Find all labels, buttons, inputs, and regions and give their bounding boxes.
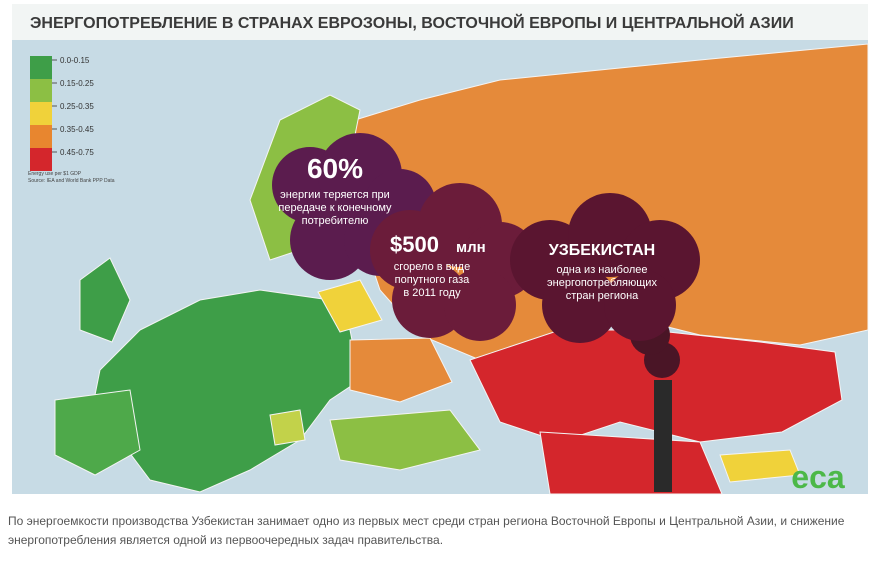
callout-headline: УЗБЕКИСТАН — [549, 242, 655, 259]
legend: 0.0-0.15 0.15-0.25 0.25-0.35 0.35-0.45 0.45-… — [30, 56, 94, 171]
cloud — [510, 193, 700, 343]
legend-label: 0.15-0.25 — [60, 79, 94, 88]
callout-headline: 60% — [307, 153, 363, 184]
legend-label: 0.35-0.45 — [60, 125, 94, 134]
cloud — [370, 183, 538, 341]
legend-label: 0.0-0.15 — [60, 56, 90, 65]
callout-line: сгорело в виде — [394, 261, 470, 273]
callout-line: стран региона — [566, 290, 639, 302]
smokestack — [654, 380, 672, 492]
legend-swatch — [30, 56, 52, 79]
legend-source: Source: IEA and World Bank PPP Data — [28, 178, 115, 184]
legend-swatch — [30, 125, 52, 148]
callout-line: в 2011 году — [403, 287, 461, 299]
callout-line: попутного газа — [395, 274, 471, 286]
callout-unit: млн — [456, 239, 486, 256]
legend-swatch — [30, 148, 52, 171]
callout-line: одна из наиболее — [557, 264, 648, 276]
callout-line: энергопотребляющих — [547, 277, 657, 289]
callout-line: потребителю — [302, 215, 369, 227]
legend-note: Energy use per $1 GDP — [28, 171, 82, 177]
legend-label: 0.25-0.35 — [60, 102, 94, 111]
legend-swatch — [30, 79, 52, 102]
map-infographic: ЭНЕРГОПОТРЕБЛЕНИЕ В СТРАНАХ ЕВРОЗОНЫ, ВО… — [12, 4, 869, 495]
legend-label: 0.45-0.75 — [60, 148, 94, 157]
logo: eca — [791, 459, 845, 495]
title: ЭНЕРГОПОТРЕБЛЕНИЕ В СТРАНАХ ЕВРОЗОНЫ, ВО… — [30, 13, 794, 32]
callout-line: передаче к конечному — [278, 202, 392, 214]
title-band — [12, 4, 868, 40]
caption: По энергоемкости производства Узбекистан… — [8, 514, 845, 547]
legend-swatch — [30, 102, 52, 125]
callout-headline: $500 — [390, 232, 439, 257]
callout-line: энергии теряется при — [280, 189, 390, 201]
